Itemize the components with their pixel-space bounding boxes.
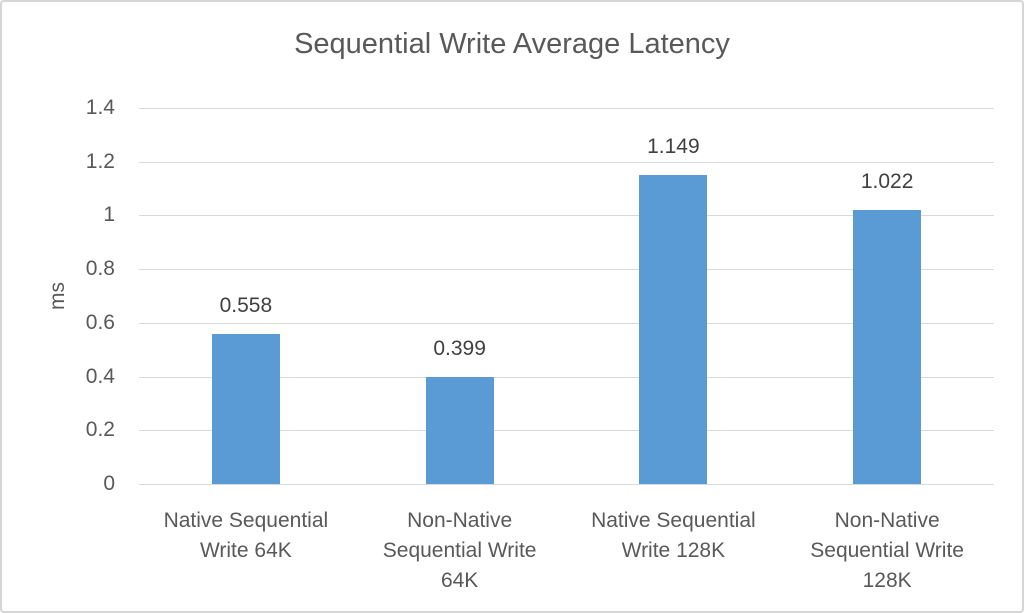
x-category-label: Non-Native Sequential Write 64K	[353, 506, 567, 596]
x-category-label-line: Write 128K	[621, 539, 726, 562]
gridline	[139, 108, 994, 109]
chart-bar	[639, 175, 708, 484]
y-tick-label: 0.8	[85, 257, 115, 281]
bar-value-label: 0.399	[433, 336, 486, 360]
gridline	[139, 430, 994, 432]
x-category-label-line: Write 64K	[199, 539, 292, 562]
y-tick-label: 1.2	[85, 149, 115, 173]
gridline	[139, 376, 994, 378]
x-category-label-line: Sequential Write	[382, 539, 537, 562]
x-category-label-line: 128K	[862, 569, 912, 592]
chart-title: Sequential Write Average Latency	[294, 28, 730, 60]
x-category-label-line: 64K	[440, 569, 479, 592]
y-tick-label: 1.4	[85, 96, 115, 119]
y-tick-label: 0	[103, 472, 115, 495]
x-category-label: Non-Native Sequential Write 128K	[780, 506, 994, 596]
y-tick-label: 1	[103, 203, 115, 227]
bar-value-label: 0.558	[219, 294, 273, 318]
x-category-label: Native Sequential Write 128K	[567, 506, 781, 566]
gridline	[139, 322, 994, 324]
x-category-label-line: Non-Native	[407, 509, 513, 532]
x-category-label-line: Native Sequential	[163, 509, 329, 532]
bar-value-label: 1.022	[860, 169, 914, 193]
x-category-label: Native Sequential Write 64K	[139, 506, 353, 566]
chart-bar	[211, 334, 280, 484]
gridline	[139, 269, 994, 271]
gridline	[139, 484, 994, 485]
chart-bar	[425, 376, 494, 484]
y-tick-label: 0.2	[85, 418, 115, 442]
bar-value-label: 1.149	[647, 135, 700, 159]
x-category-label-line: Native Sequential	[591, 509, 756, 532]
y-tick-label: 0.6	[85, 310, 115, 334]
x-category-label-line: Sequential Write	[810, 539, 964, 562]
gridline	[139, 215, 994, 217]
chart-bar	[853, 209, 922, 484]
plot-area: 0.558 0.399 1.149 1.022	[139, 108, 994, 485]
x-category-label-line: Non-Native	[834, 509, 940, 532]
y-tick-label: 0.4	[85, 364, 115, 388]
gridline	[139, 161, 994, 163]
